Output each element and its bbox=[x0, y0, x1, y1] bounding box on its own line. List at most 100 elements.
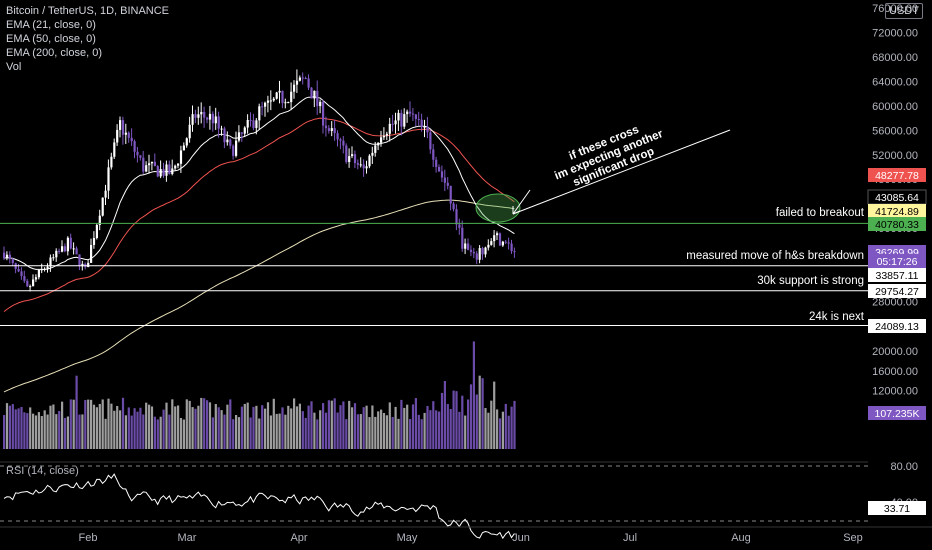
rsi-title: RSI (14, close) bbox=[6, 465, 79, 477]
candle-body bbox=[243, 127, 246, 134]
candle-body bbox=[507, 242, 510, 244]
horizontal-lines[interactable]: failed to breakout measured move of h&s b… bbox=[0, 207, 868, 326]
candle-body bbox=[333, 128, 336, 134]
candle-body bbox=[171, 168, 174, 175]
volume-bar bbox=[61, 401, 64, 449]
arrow-head bbox=[512, 206, 521, 215]
volume-bar bbox=[475, 394, 478, 449]
volume-bar bbox=[493, 381, 496, 449]
candle-body bbox=[484, 247, 487, 255]
candle-body bbox=[382, 135, 386, 138]
legend-ema-200[interactable]: EMA (200, close, 0) bbox=[6, 47, 102, 59]
candle-body bbox=[3, 252, 6, 259]
volume-bar bbox=[504, 403, 507, 449]
candle-body bbox=[153, 161, 156, 167]
candle-body bbox=[95, 224, 98, 238]
legend-volume[interactable]: Vol bbox=[6, 61, 22, 73]
volume-bar bbox=[307, 405, 310, 449]
horizontal-line-label: 24k is next bbox=[809, 311, 865, 323]
candle-body bbox=[266, 100, 270, 103]
candle-body bbox=[237, 132, 241, 141]
candle-body bbox=[275, 92, 278, 99]
volume-bar bbox=[507, 415, 510, 449]
volume-bar bbox=[501, 411, 504, 449]
candle-body bbox=[435, 159, 438, 167]
candle-body bbox=[330, 128, 333, 132]
candle-body bbox=[185, 138, 188, 146]
candle-body bbox=[327, 128, 330, 132]
candle-body bbox=[452, 203, 455, 210]
volume-bar bbox=[165, 402, 168, 449]
candle-body bbox=[446, 182, 449, 186]
price-axis[interactable]: 76000.00 72000.00 68000.00 64000.00 60000.00… bbox=[867, 3, 927, 515]
volume-bar bbox=[211, 417, 214, 449]
candle-body bbox=[362, 164, 365, 169]
volume-bar bbox=[159, 416, 162, 449]
candle-body bbox=[472, 251, 475, 254]
volume-bar bbox=[264, 408, 267, 449]
legend-ema-50[interactable]: EMA (50, close, 0) bbox=[6, 33, 96, 45]
volume-bar bbox=[403, 407, 406, 449]
candle-body bbox=[197, 114, 200, 118]
volume-bar bbox=[290, 408, 293, 449]
volume-bar bbox=[148, 404, 151, 449]
candle-body bbox=[304, 78, 307, 80]
price-tag-label: 33857.11 bbox=[875, 270, 918, 282]
volume-bar bbox=[510, 406, 513, 449]
volume-bar bbox=[414, 398, 417, 449]
candle-body bbox=[107, 167, 110, 191]
candle-body bbox=[61, 246, 64, 252]
candle-body bbox=[374, 145, 377, 153]
time-tick-label: Sep bbox=[843, 532, 863, 544]
volume-bar bbox=[261, 405, 264, 449]
candle-body bbox=[211, 113, 214, 124]
candle-body bbox=[229, 139, 232, 146]
volume-bar bbox=[153, 416, 156, 449]
volume-bar bbox=[95, 407, 98, 449]
volume-tick-label: 12000.00 bbox=[872, 385, 918, 397]
volume-bar bbox=[5, 403, 9, 449]
candle-body bbox=[394, 120, 397, 125]
volume-bar bbox=[391, 417, 394, 449]
candle-body bbox=[498, 233, 502, 246]
volume-bar bbox=[235, 415, 238, 449]
price-tag bbox=[868, 284, 926, 298]
ema-200-line bbox=[3, 199, 515, 393]
symbol-title[interactable]: Bitcoin / TetherUS, 1D, BINANCE bbox=[6, 5, 170, 17]
candle-body bbox=[429, 132, 432, 150]
currency-button[interactable]: USDT bbox=[885, 3, 923, 19]
candle-body bbox=[400, 112, 403, 127]
volume-bar bbox=[406, 404, 409, 449]
candle-body bbox=[188, 124, 191, 139]
volume-bar bbox=[304, 417, 307, 449]
volume-bar bbox=[240, 406, 243, 449]
volume-bar bbox=[432, 401, 435, 449]
horizontal-line-label: failed to breakout bbox=[776, 207, 865, 219]
price-tick-label: 56000.00 bbox=[872, 125, 918, 137]
price-tag bbox=[868, 204, 926, 218]
volume-bar bbox=[478, 375, 481, 449]
candle-body bbox=[414, 114, 417, 119]
volume-bar bbox=[385, 415, 388, 449]
candle-body bbox=[78, 254, 81, 267]
time-axis[interactable]: Feb Mar Apr May Jun Jul Aug Sep bbox=[0, 526, 932, 544]
legend-ema-21[interactable]: EMA (21, close, 0) bbox=[6, 19, 96, 31]
candle-body bbox=[20, 271, 23, 277]
volume-bar bbox=[293, 398, 296, 449]
candle-body bbox=[104, 190, 107, 198]
volume-bar bbox=[119, 410, 122, 449]
volume-bar bbox=[330, 400, 333, 449]
volume-bar bbox=[110, 403, 113, 449]
volume-bar bbox=[348, 400, 351, 449]
candle-body bbox=[510, 243, 513, 252]
candle-body bbox=[110, 156, 113, 168]
volume-bar bbox=[429, 410, 432, 449]
rsi-tag bbox=[868, 501, 926, 515]
volume-bar bbox=[310, 401, 313, 449]
candle-body bbox=[420, 119, 423, 128]
volume-bar bbox=[194, 408, 197, 449]
candle-body bbox=[365, 166, 368, 169]
